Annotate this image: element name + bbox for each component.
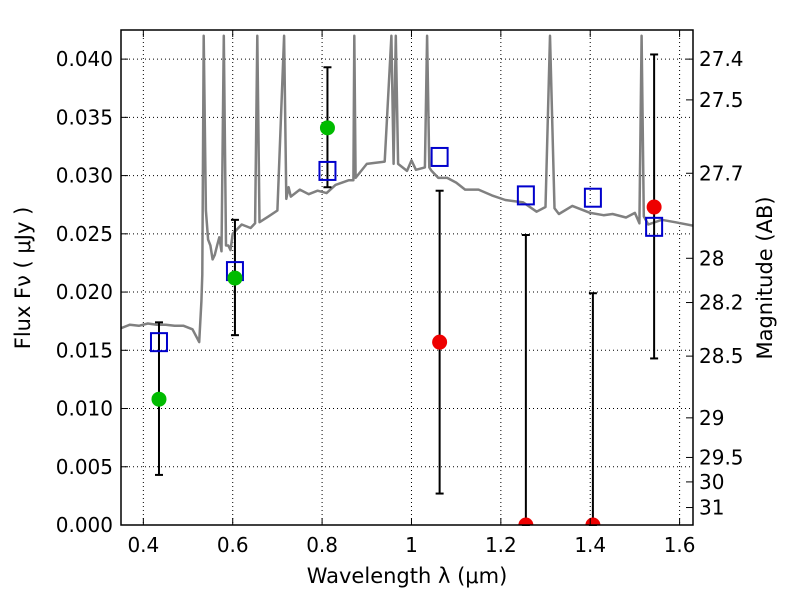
model-photometry-square [318, 160, 337, 181]
spectrum-layer [121, 34, 693, 344]
model-photometry-square [645, 216, 664, 237]
nondetection-point [518, 517, 534, 525]
x-tick-label: 1 [405, 533, 418, 557]
x-tick-label: 0.8 [306, 533, 338, 557]
right-tick-label: 27.7 [699, 161, 744, 185]
model-photometry-square [516, 185, 535, 206]
y-tick-label: 0.015 [56, 338, 113, 362]
y-tick-label: 0.030 [56, 164, 113, 188]
detection-point [151, 391, 167, 407]
y-tick-label: 0.010 [56, 397, 113, 421]
right-tick-label: 31 [699, 496, 724, 520]
model-photometry-square [583, 187, 602, 208]
right-tick-label: 28.5 [699, 344, 744, 368]
model-photometry-square [149, 332, 168, 353]
x-tick-label: 1.6 [664, 533, 696, 557]
y-tick-label: 0.035 [56, 105, 113, 129]
right-tick-label: 27.4 [699, 47, 744, 71]
detection-point [319, 120, 335, 136]
y-tick-label: 0.020 [56, 280, 113, 304]
right-tick-label: 28.2 [699, 291, 744, 315]
model-spectrum-line [121, 34, 693, 344]
nondetection-point [585, 517, 601, 525]
detection-point [227, 270, 243, 286]
right-tick-label: 28 [699, 246, 724, 270]
measured-points [151, 120, 662, 525]
x-tick-label: 0.4 [127, 533, 159, 557]
x-tick-label: 1.4 [574, 533, 606, 557]
right-tick-label: 30 [699, 470, 724, 494]
grid-lines [121, 30, 693, 526]
nondetection-point [646, 199, 662, 215]
error-bars [154, 53, 659, 526]
y-axis-ticks: 0.000 0.005 0.010 0.015 0.020 0.025 0.030 0.035… [56, 47, 128, 537]
model-photometry-squares [149, 146, 664, 353]
right-tick-label: 29 [699, 406, 724, 430]
y-tick-label: 0.000 [56, 513, 113, 537]
nondetection-point [432, 334, 448, 350]
y-axis-label: Flux Fν ( μJy ) [11, 207, 35, 350]
plot-frame [120, 29, 694, 526]
x-axis-ticks: 0.4 0.6 0.8 1 1.2 1.4 1.6 [127, 30, 696, 557]
x-tick-label: 0.6 [217, 533, 249, 557]
right-tick-label: 27.5 [699, 88, 744, 112]
model-photometry-square [430, 146, 449, 167]
x-tick-label: 1.2 [485, 533, 517, 557]
right-axis-label: Magnitude (AB) [753, 196, 777, 359]
x-axis-label: Wavelength λ (μm) [307, 564, 508, 588]
y-tick-label: 0.040 [56, 47, 113, 71]
y-tick-label: 0.025 [56, 222, 113, 246]
y-tick-label: 0.005 [56, 455, 113, 479]
right-tick-label: 29.5 [699, 445, 744, 469]
